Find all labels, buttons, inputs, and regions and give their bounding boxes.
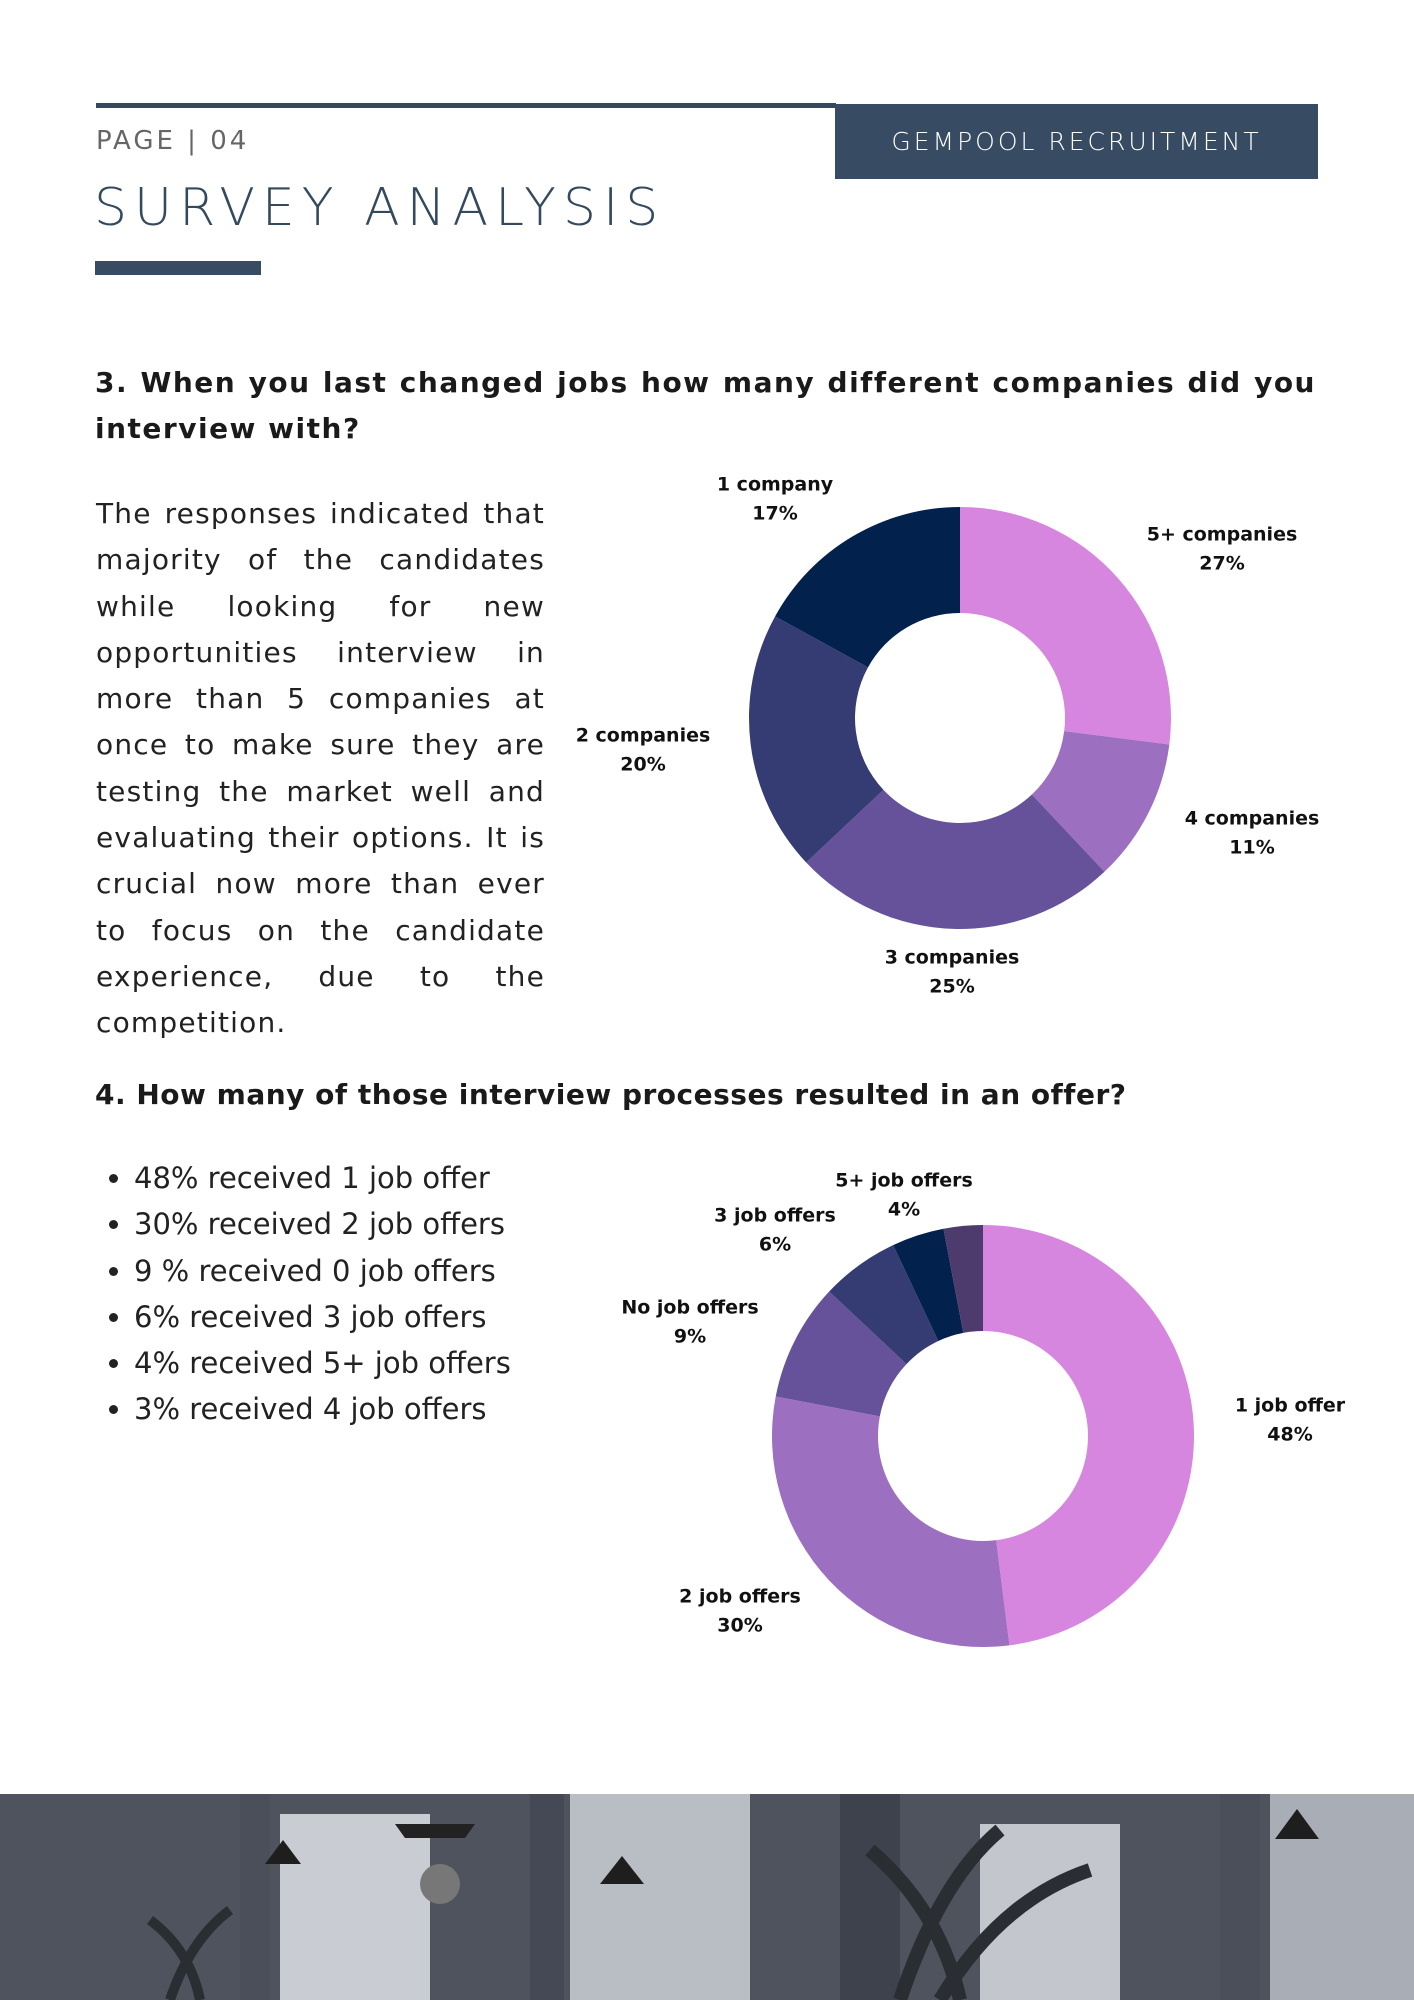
donut-slice: [943, 1225, 983, 1333]
bullet-item: 48% received 1 job offer: [134, 1155, 604, 1201]
slice-value-label: 11%: [1229, 837, 1274, 859]
donut-slice: [775, 1291, 907, 1417]
donut-slice: [983, 1225, 1194, 1646]
donut-slice: [829, 1245, 939, 1365]
slice-value-label: 4%: [888, 1199, 920, 1221]
slice-value-label: 30%: [717, 1615, 762, 1637]
bullet-item: 6% received 3 job offers: [134, 1294, 604, 1340]
title-bar: [95, 261, 261, 275]
slice-value-label: 6%: [759, 1234, 791, 1256]
slice-value-label: 48%: [1267, 1424, 1312, 1446]
header-line: [96, 103, 836, 108]
charts: 5+ companies 27% 4 companies 11% 3 companies…: [576, 474, 1346, 1647]
footer-photo: [0, 1794, 1414, 2000]
slice-label: 1 company: [717, 474, 834, 496]
bullet-list: 48% received 1 job offer30% received 2 j…: [96, 1155, 604, 1433]
page-title: SURVEY ANALYSIS: [94, 178, 666, 238]
bullet-item: 30% received 2 job offers: [134, 1201, 604, 1247]
slice-label: 1 job offer: [1235, 1395, 1346, 1417]
slice-value-label: 17%: [752, 503, 797, 525]
slice-label: 2 job offers: [679, 1586, 801, 1608]
slice-label: 4 companies: [1185, 808, 1320, 830]
slice-value-label: 27%: [1199, 553, 1244, 575]
slice-label: 5+ companies: [1147, 524, 1298, 546]
slice-value-label: 9%: [674, 1326, 706, 1348]
donut-slice: [806, 789, 1105, 930]
donut-slice: [775, 507, 960, 668]
donut-slice: [960, 507, 1171, 745]
company-badge: GEMPOOL RECRUITMENT: [835, 104, 1318, 179]
question-title: 3. When you last changed jobs how many d…: [95, 366, 1316, 445]
bullet-item: 4% received 5+ job offers: [134, 1340, 604, 1386]
bullet-item: 9 % received 0 job offers: [134, 1248, 604, 1294]
slice-value-label: 25%: [929, 976, 974, 998]
slice-label: 3 companies: [885, 947, 1020, 969]
slice-label: 5+ job offers: [835, 1170, 973, 1192]
question-title: 4. How many of those interview processes…: [95, 1078, 1127, 1111]
slice-label: No job offers: [621, 1297, 758, 1319]
slice-label: 3 job offers: [714, 1205, 836, 1227]
slice-value-label: 20%: [620, 754, 665, 776]
donut-slice: [771, 1396, 1010, 1647]
slice-label: 2 companies: [576, 725, 711, 747]
donut-slice: [893, 1228, 964, 1341]
donut-slice: [1031, 731, 1170, 872]
page-number: PAGE | 04: [96, 126, 250, 156]
donut-slice: [749, 616, 884, 863]
bullet-item: 3% received 4 job offers: [134, 1386, 604, 1432]
paragraph: The responses indicated that majority of…: [96, 497, 545, 1040]
